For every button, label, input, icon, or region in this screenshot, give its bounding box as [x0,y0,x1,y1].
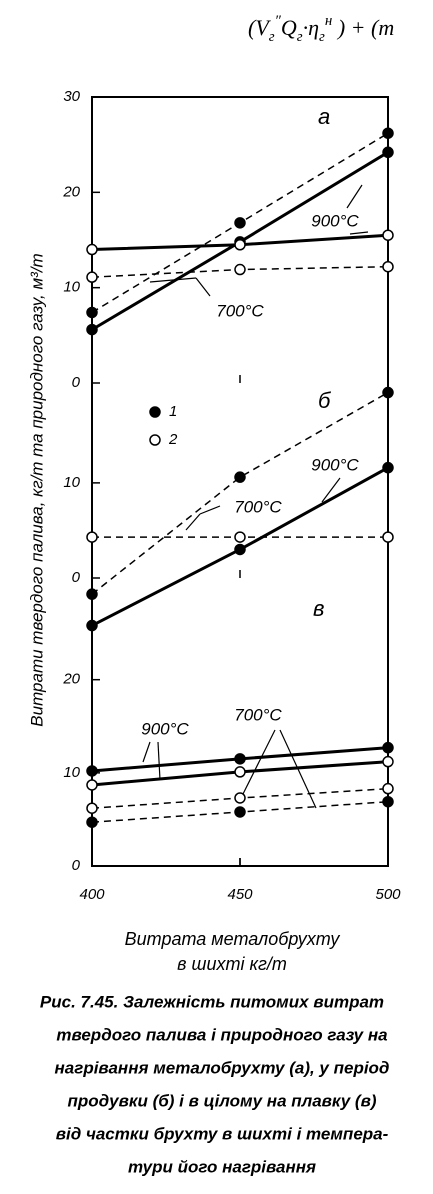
formula-part: г [297,29,303,45]
x-tick-label: 450 [227,886,253,903]
point [382,229,394,241]
point [382,260,394,273]
point [86,531,98,543]
point [234,239,246,251]
point [382,461,394,474]
point [86,306,98,319]
caption-line: від частки брухту в шихті і темпера- [56,1124,389,1143]
caption-line: продувки (б) і в цілому на плавку (в) [67,1091,376,1110]
point [234,263,246,276]
point [382,386,394,399]
annotation: 700°C [234,705,282,724]
legend-label: 1 [169,403,177,420]
point [86,802,98,814]
formula-part: ) + (m [332,15,394,40]
x-tick-label: 400 [79,886,105,903]
point [234,217,246,229]
point [86,271,98,283]
legend-marker [149,434,161,446]
y-tick-label: 0 [72,569,81,586]
point [234,753,246,765]
point [86,779,98,791]
annotation: 900°C [311,211,359,230]
x-axis-label: Витрата металобрухту [125,929,341,949]
point [86,619,98,632]
x-tick-label: 500 [375,886,401,903]
formula-part: г [269,29,275,45]
formula-part: н [325,13,332,29]
point [234,766,246,778]
point [382,795,394,808]
point [382,782,394,795]
leader-line [239,729,276,801]
annotation: 900°C [141,719,189,738]
point [86,765,98,777]
leader-line [157,741,161,781]
caption-line: нагрівання металобрухту (а), у період [55,1058,390,1077]
legend-label: 2 [168,431,178,448]
formula-part: ·η [303,15,319,40]
panel-label: в [313,596,324,621]
leader-line [199,505,221,515]
leader-line [321,477,341,503]
annotation: 700°C [216,301,264,320]
formula-part: ″ [275,13,282,29]
point [382,146,394,159]
caption-line: Рис. 7.45. Залежність питомих витрат [40,992,384,1011]
formula-part: (V [248,15,271,40]
point [234,471,246,483]
legend-marker [149,406,161,418]
point [382,531,394,543]
point [382,127,394,139]
y-tick-label: 20 [62,671,80,688]
annotation: 900°C [311,455,359,474]
panel-label: а [318,104,330,129]
y-axis-label: Витрати твердого палива, кг/т та природн… [27,253,46,726]
point [86,243,98,256]
annotation: 700°C [234,497,282,516]
y-tick-label: 10 [63,764,80,781]
point [86,588,98,600]
panel-label: б [318,388,332,413]
y-tick-label: 10 [63,474,80,491]
caption-line: твердого палива і природного газу на [56,1025,387,1044]
leader-line [185,513,201,531]
point [382,755,394,768]
point [86,323,98,336]
leader-line [349,231,369,235]
formula-part: г [319,29,325,45]
point [234,792,246,804]
point [234,543,246,556]
y-tick-label: 10 [63,279,80,296]
point [234,806,246,818]
point [382,741,394,754]
caption-line: тури його нагрівання [128,1157,316,1176]
leader-line [195,277,211,297]
y-tick-label: 0 [72,857,81,874]
series-line [91,391,389,595]
point [86,816,98,828]
y-tick-label: 20 [62,183,80,200]
x-axis-label: в шихті кг/т [177,954,287,974]
leader-line [142,741,151,763]
y-tick-label: 0 [72,374,81,391]
point [234,531,246,543]
formula: (Vг″Qг·ηгн ) + (m [248,13,394,45]
formula-part: Q [281,15,297,40]
leader-line [346,184,363,209]
y-tick-label: 30 [63,88,80,105]
